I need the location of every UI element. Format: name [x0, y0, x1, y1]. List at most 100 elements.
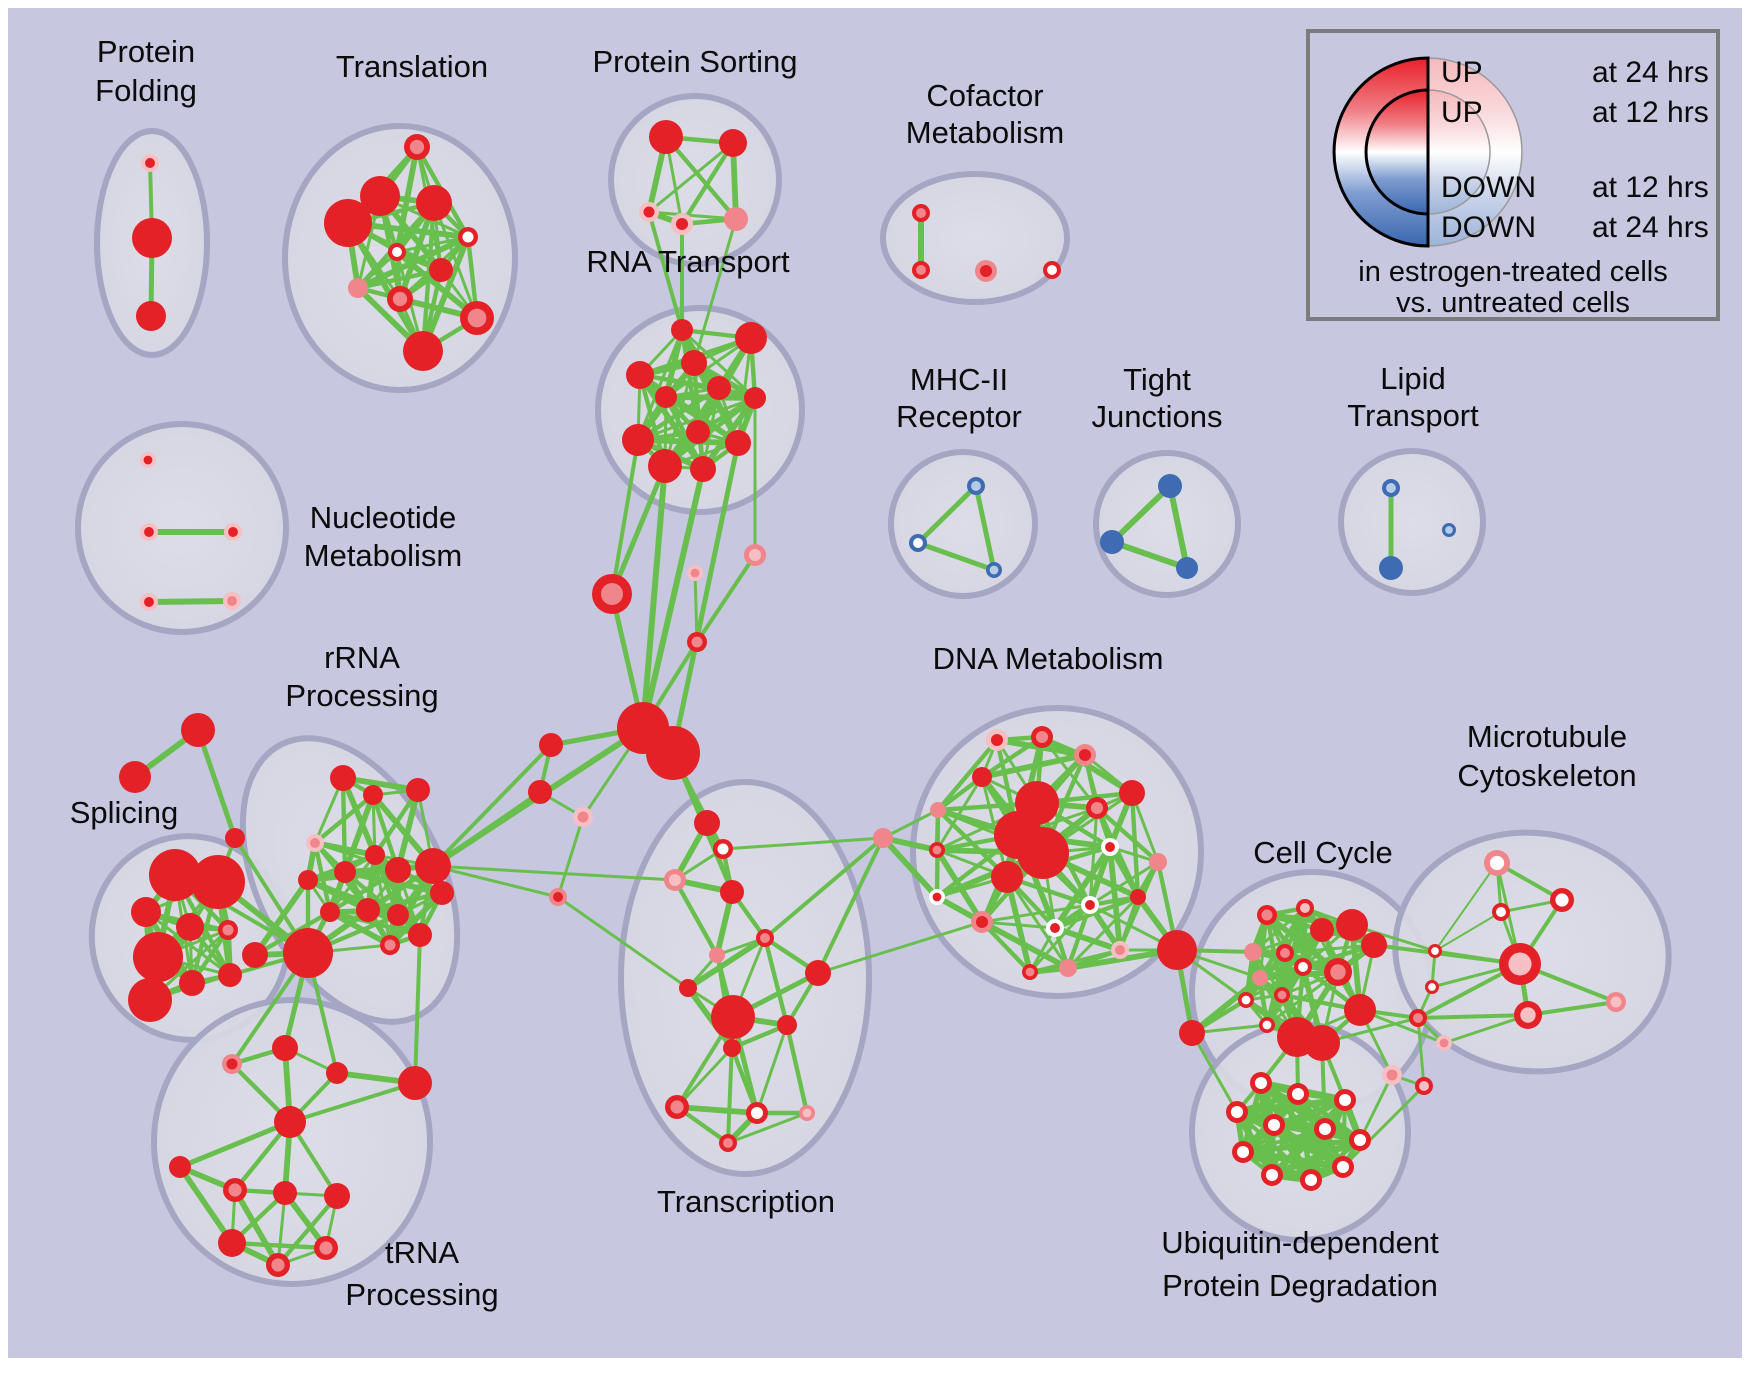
node [348, 278, 368, 298]
node [1158, 474, 1182, 498]
node [707, 376, 731, 400]
edge [1442, 1013, 1530, 1045]
edge [935, 775, 984, 852]
edge [1109, 483, 1173, 545]
edge [1087, 902, 1123, 953]
edge [679, 140, 736, 227]
edge [1358, 1073, 1394, 1142]
legend-ring-half [1364, 88, 1430, 216]
node [365, 845, 385, 865]
node [398, 1066, 432, 1100]
edge [327, 867, 401, 915]
node [1179, 1020, 1205, 1046]
node [320, 902, 340, 922]
node [1263, 1114, 1285, 1136]
node [326, 1062, 348, 1084]
node [298, 870, 318, 890]
edge [431, 864, 677, 882]
cluster-label-protein-sorting: Protein Sorting [592, 44, 797, 79]
cluster-bubble-protein-sorting [608, 93, 782, 267]
cluster-label-microtubule-cytoskeleton: Microtubule Cytoskeleton [1457, 719, 1636, 793]
edge [1239, 1148, 1347, 1171]
edge [881, 808, 940, 840]
node [324, 199, 372, 247]
node [1101, 838, 1119, 856]
node [119, 761, 151, 793]
edge [692, 217, 738, 365]
node [222, 1054, 242, 1074]
edge [1167, 483, 1190, 571]
edge [195, 727, 238, 841]
edge [1005, 875, 1070, 970]
node [1059, 959, 1077, 977]
legend-direction-label: UP [1441, 56, 1483, 89]
node [1336, 909, 1368, 941]
node [1232, 1141, 1254, 1163]
edge [674, 1104, 760, 1116]
node [735, 322, 767, 354]
edge [1088, 806, 1099, 907]
node [403, 331, 443, 371]
node [1379, 556, 1403, 580]
node [1238, 992, 1254, 1008]
node [744, 544, 766, 566]
node [140, 452, 156, 468]
edge [664, 336, 753, 399]
cluster-label-protein-folding: Protein Folding [95, 34, 197, 108]
edge [340, 775, 348, 875]
node [724, 207, 748, 231]
node [986, 729, 1008, 751]
node [649, 120, 683, 154]
node [324, 1183, 350, 1209]
edge [680, 328, 757, 400]
node [1022, 964, 1038, 980]
node [1031, 726, 1053, 748]
edge [1107, 844, 1141, 900]
edge [816, 920, 984, 975]
node [1119, 780, 1145, 806]
edge [1190, 1031, 1239, 1114]
node [283, 928, 333, 978]
edge [431, 743, 553, 868]
legend-note: vs. untreated cells [1396, 287, 1630, 319]
node [626, 361, 654, 389]
node [404, 134, 430, 160]
cluster-label-lipid-transport: Lipid Transport [1347, 361, 1479, 433]
cluster-bubble-nucleotide-metabolism [75, 421, 289, 635]
edge [880, 835, 940, 900]
node [1296, 899, 1314, 917]
node [929, 889, 945, 905]
edge [340, 775, 378, 858]
node [1304, 1025, 1340, 1061]
node [179, 970, 205, 996]
node [799, 1105, 815, 1121]
cluster-label-mhc-ii-receptor: MHC-II Receptor [896, 362, 1022, 434]
node [711, 995, 755, 1039]
edge [980, 920, 1057, 930]
edge [1434, 862, 1498, 952]
node [909, 534, 927, 552]
node [356, 898, 380, 922]
edge [144, 910, 232, 977]
node [929, 842, 945, 858]
node [986, 562, 1002, 578]
node [131, 897, 161, 927]
cluster-label-rrna-processing: rRNA Processing [285, 640, 438, 713]
edge [640, 466, 706, 731]
node [912, 261, 930, 279]
cluster-label-tight-junctions: Tight Junctions [1092, 362, 1223, 434]
node [971, 911, 993, 933]
edge [371, 793, 377, 857]
node [709, 947, 725, 963]
legend-time-label: at 24 hrs [1592, 56, 1709, 89]
node [1287, 1083, 1309, 1105]
edge [636, 328, 684, 442]
node [191, 855, 245, 909]
edge [328, 853, 377, 914]
edge [395, 787, 421, 873]
edge [979, 919, 1033, 975]
node [1074, 744, 1096, 766]
node [679, 979, 697, 997]
node [639, 202, 659, 222]
